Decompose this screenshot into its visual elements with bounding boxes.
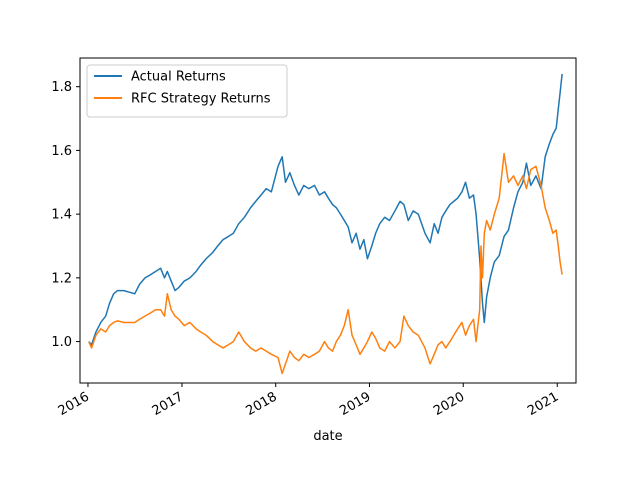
y-tick-label: 1.2 bbox=[51, 271, 72, 286]
y-tick-label: 1.0 bbox=[51, 335, 72, 350]
plot-frame bbox=[79, 57, 577, 384]
y-tick-label: 1.4 bbox=[51, 208, 72, 223]
x-axis-label: date bbox=[313, 429, 342, 444]
legend-box bbox=[86, 64, 288, 118]
plot-lines bbox=[88, 73, 563, 375]
legend-label-actual: Actual Returns bbox=[131, 70, 226, 85]
series-line-rfc-strategy-returns bbox=[88, 152, 563, 375]
series-line-actual-returns bbox=[88, 73, 563, 346]
legend: Actual Returns RFC Strategy Returns bbox=[86, 64, 288, 118]
y-tick-label: 1.8 bbox=[51, 80, 72, 95]
legend-label-rfc: RFC Strategy Returns bbox=[131, 92, 271, 107]
y-tick-label: 1.6 bbox=[51, 144, 72, 159]
